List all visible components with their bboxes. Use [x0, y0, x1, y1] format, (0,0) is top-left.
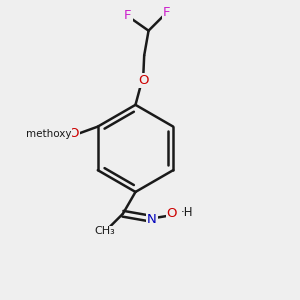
- Text: F: F: [163, 7, 171, 20]
- Text: O: O: [138, 74, 149, 87]
- Text: N: N: [147, 213, 157, 226]
- Text: F: F: [124, 9, 132, 22]
- Text: methoxy: methoxy: [26, 129, 71, 139]
- Text: O: O: [167, 207, 177, 220]
- Text: O: O: [68, 128, 79, 140]
- Text: CH₃: CH₃: [95, 226, 116, 236]
- Text: ·H: ·H: [181, 206, 194, 219]
